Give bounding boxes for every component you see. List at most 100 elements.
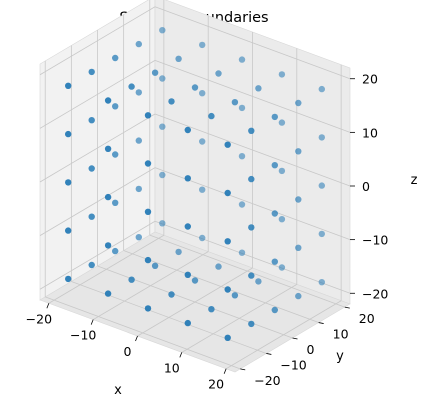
data-point [278,119,286,126]
data-point [318,279,325,286]
x-tick-label: 10 [164,360,180,375]
data-point [159,123,166,130]
axis-panes [39,0,351,373]
data-point [199,90,206,97]
data-point [248,224,255,231]
data-point [159,171,166,179]
data-point [151,262,159,269]
data-point [112,103,119,110]
data-point [65,227,72,234]
gridline-back-z [154,113,351,187]
data-point [248,272,255,279]
data-point [271,162,278,169]
data-point [88,261,95,269]
data-point [255,278,262,285]
y-tick-mark [240,368,246,371]
data-point [238,249,246,256]
data-point [135,137,142,144]
y-tick-label: −10 [280,357,306,372]
gridline-floor-y [45,296,241,370]
x-tick-label: −10 [70,328,96,343]
y-tick-label: 10 [333,327,349,342]
data-point [238,153,246,160]
gridline-left-z [39,220,156,290]
x-tick-label: 20 [208,377,224,392]
data-point [271,258,278,265]
data-point [128,276,135,283]
data-point [231,99,239,106]
data-point [208,306,215,313]
data-point [248,320,255,328]
data-point [168,291,175,298]
data-point [112,247,119,255]
data-point [144,256,152,264]
data-point [65,179,72,186]
data-point [224,238,231,245]
gridline-left-z [39,60,156,129]
data-point [104,290,112,297]
data-point [191,84,199,91]
y-axis-label: y [336,349,344,364]
data-point [135,185,142,193]
data-point [238,201,246,208]
data-point [248,127,255,134]
data-point [65,130,72,138]
data-point [318,230,325,238]
data-point [104,97,112,104]
data-point [271,306,278,314]
data-point [278,167,286,175]
data-point [88,165,95,172]
data-point [175,55,182,62]
y-tick-mark [266,353,272,355]
data-point [135,40,142,48]
data-point [199,138,206,145]
data-point [295,292,302,300]
data-point [144,112,152,119]
data-point [231,292,239,299]
data-point [215,263,222,270]
data-point [224,334,231,341]
data-point [184,175,191,182]
data-point [278,264,286,271]
data-point [224,286,231,293]
gridline-left-z [39,167,156,236]
x-tick-mark [179,352,183,358]
data-point [278,216,286,223]
z-tick-label: 10 [362,125,378,140]
data-point [208,112,215,120]
data-point [318,182,325,189]
y-tick-mark [318,322,324,324]
gridline-floor-y [123,250,319,323]
data-point [199,41,206,49]
data-point [184,271,191,278]
data-points [65,27,325,341]
data-point [104,193,112,201]
data-point [318,134,325,141]
data-point [159,27,166,34]
gridline-floor-y [149,234,345,308]
data-point [278,71,286,78]
z-tick-label: 20 [362,72,378,87]
data-point [199,234,206,242]
data-point [238,104,246,112]
data-point [238,56,246,63]
z-tick-label: 0 [362,179,370,194]
data-point [112,151,119,158]
data-point [135,234,142,241]
x-tick-mark [90,319,94,325]
z-tick-label: −10 [362,233,388,248]
data-point [135,89,142,96]
data-point [104,145,112,152]
data-point [144,208,152,215]
data-point [271,113,278,121]
z-tick-label: −20 [362,286,388,301]
gridline-back-z [154,6,351,80]
data-point [255,85,262,92]
x-tick-label: 0 [124,344,132,359]
data-point [295,196,302,203]
data-point [128,83,135,90]
data-point [224,189,231,197]
y-tick-mark [292,337,298,340]
gridline-left-z [39,113,156,183]
data-point [184,319,191,327]
